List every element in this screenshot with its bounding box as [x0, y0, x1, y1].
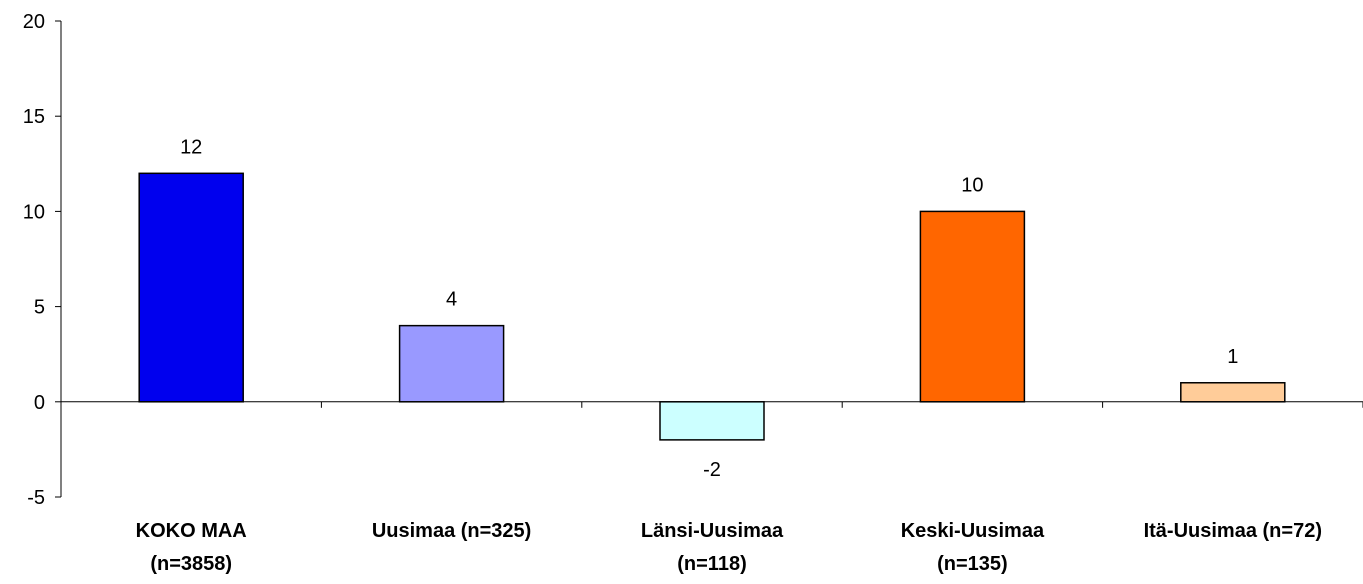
- bar: [138, 172, 244, 403]
- y-tick-label: 5: [34, 297, 45, 319]
- category-label: Itä-Uusimaa (n=72): [1144, 520, 1322, 542]
- category-label: KOKO MAA: [136, 520, 247, 542]
- bars: [138, 172, 1286, 441]
- category-labels: KOKO MAA (n=3858) Uusimaa (n=325) Länsi-Uus…: [136, 520, 1322, 575]
- y-tick-label: 0: [34, 392, 45, 414]
- y-tick-label: 10: [23, 201, 45, 223]
- y-tick-label: 15: [23, 106, 45, 128]
- data-label: 12: [180, 136, 202, 158]
- category-label: Länsi-Uusimaa: [641, 520, 784, 542]
- bar: [1180, 382, 1286, 403]
- data-labels: 12 4 -2 10 1: [180, 136, 1238, 481]
- category-label: (n=118): [677, 553, 746, 575]
- y-tick-label: -5: [27, 487, 45, 509]
- bar: [659, 401, 765, 441]
- y-axis: -5 0 5 10 15 20: [23, 11, 62, 509]
- bar: [919, 210, 1026, 403]
- data-label: 10: [961, 174, 983, 196]
- bar: [398, 324, 505, 403]
- x-axis: [61, 401, 1363, 408]
- data-label: 4: [446, 289, 457, 311]
- category-label: (n=3858): [150, 553, 232, 575]
- category-label: Keski-Uusimaa: [901, 520, 1045, 542]
- category-label: (n=135): [937, 553, 1008, 575]
- data-label: 1: [1227, 346, 1238, 368]
- data-label: -2: [703, 459, 721, 481]
- y-tick-label: 20: [23, 11, 45, 33]
- category-label: Uusimaa (n=325): [372, 520, 532, 542]
